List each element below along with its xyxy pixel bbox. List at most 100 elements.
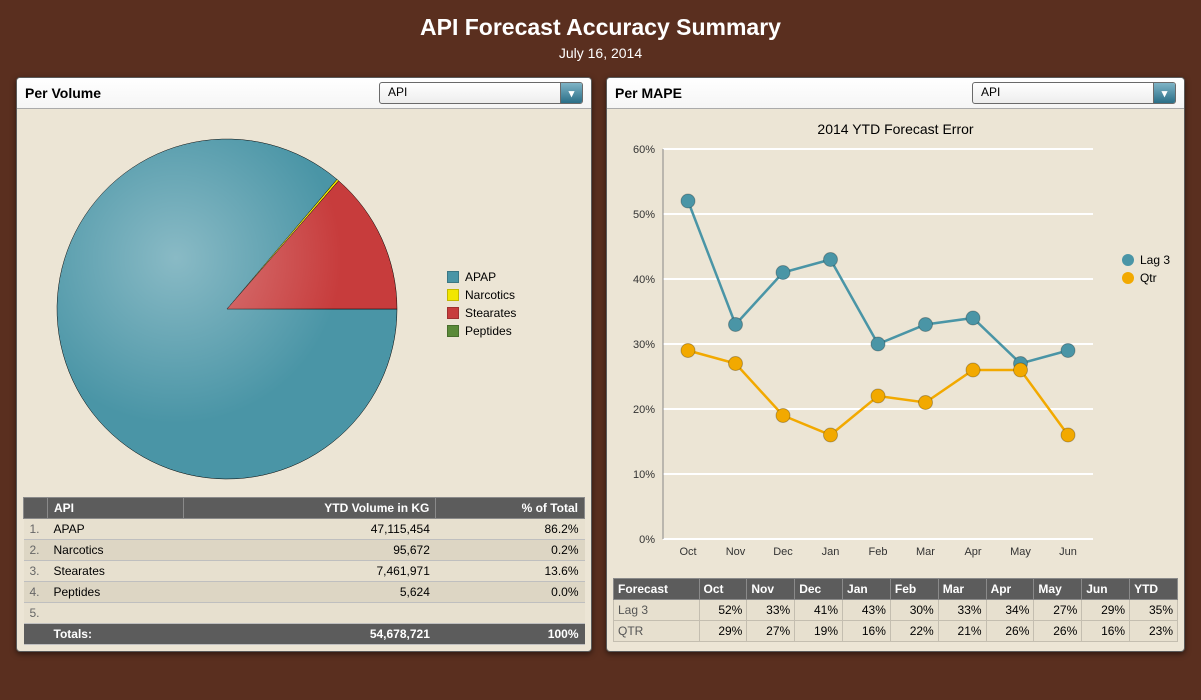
- dropdown-volume-value: API: [380, 83, 560, 103]
- legend-label: Narcotics: [465, 288, 515, 302]
- panel-title-volume: Per Volume: [25, 85, 101, 101]
- legend-swatch: [447, 289, 459, 301]
- line-marker: [824, 253, 838, 267]
- x-tick-label: Jan: [822, 546, 840, 558]
- table-header: API: [48, 498, 184, 519]
- legend-label: APAP: [465, 270, 496, 284]
- line-marker: [966, 363, 980, 377]
- chevron-down-icon: [1153, 83, 1175, 103]
- x-tick-label: Feb: [869, 546, 888, 558]
- panel-title-mape: Per MAPE: [615, 85, 682, 101]
- legend-item: Qtr: [1122, 271, 1170, 285]
- line-marker: [1061, 344, 1075, 358]
- legend-swatch: [447, 307, 459, 319]
- pie-legend: APAP Narcotics Stearates Peptides: [447, 266, 516, 342]
- pie-wrap: APAP Narcotics Stearates Peptides: [17, 109, 591, 493]
- legend-swatch: [447, 325, 459, 337]
- line-marker: [966, 311, 980, 325]
- table-row: QTR29%27%19%16%22%21%26%26%16%23%: [614, 621, 1178, 642]
- x-tick-label: Apr: [964, 546, 981, 558]
- x-tick-label: Oct: [679, 546, 696, 558]
- legend-label: Lag 3: [1140, 253, 1170, 267]
- line-marker: [1014, 363, 1028, 377]
- line-marker: [729, 318, 743, 332]
- panel-per-volume: Per Volume API APAP Narcotics Stearates Pep…: [16, 77, 592, 652]
- legend-item: Lag 3: [1122, 253, 1170, 267]
- table-header: Dec: [795, 579, 843, 600]
- y-tick-label: 0%: [639, 534, 655, 546]
- x-tick-label: May: [1010, 546, 1031, 558]
- x-tick-label: Nov: [726, 546, 746, 558]
- panel-row: Per Volume API APAP Narcotics Stearates Pep…: [0, 67, 1201, 662]
- table-header: Mar: [938, 579, 986, 600]
- y-tick-label: 50%: [633, 209, 655, 221]
- table-header: Nov: [747, 579, 795, 600]
- y-tick-label: 20%: [633, 404, 655, 416]
- panel-header-volume: Per Volume API: [17, 78, 591, 109]
- line-chart: 0% 10% 20% 30% 40% 50% 60% Oct Nov Dec Jan Feb Mar Ap…: [613, 139, 1173, 569]
- line-legend: Lag 3 Qtr: [1122, 249, 1170, 289]
- line-wrap: 2014 YTD Forecast Error 0% 10% 20% 30% 40% 50…: [607, 109, 1184, 574]
- table-header: YTD: [1130, 579, 1178, 600]
- dropdown-mape[interactable]: API: [972, 82, 1176, 104]
- legend-item: Stearates: [447, 306, 516, 320]
- table-header: May: [1034, 579, 1082, 600]
- legend-label: Qtr: [1140, 271, 1157, 285]
- legend-label: Peptides: [465, 324, 512, 338]
- legend-swatch: [447, 271, 459, 283]
- table-totals-row: Totals:54,678,721100%: [24, 624, 585, 645]
- pie-chart: [27, 119, 427, 489]
- line-marker: [776, 266, 790, 280]
- table-header: Apr: [986, 579, 1034, 600]
- line-marker: [871, 389, 885, 403]
- table-header: Jun: [1082, 579, 1130, 600]
- x-tick-label: Mar: [916, 546, 935, 558]
- x-tick-label: Dec: [773, 546, 793, 558]
- y-tick-label: 30%: [633, 339, 655, 351]
- legend-item: Narcotics: [447, 288, 516, 302]
- legend-item: Peptides: [447, 324, 516, 338]
- line-marker: [919, 396, 933, 410]
- dropdown-volume[interactable]: API: [379, 82, 583, 104]
- table-row: 5.: [24, 603, 585, 624]
- page-date: July 16, 2014: [0, 45, 1201, 61]
- table-row: 4.Peptides5,6240.0%: [24, 582, 585, 603]
- panel-header-mape: Per MAPE API: [607, 78, 1184, 109]
- line-marker: [824, 428, 838, 442]
- y-tick-label: 60%: [633, 144, 655, 156]
- table-row: 1.APAP47,115,45486.2%: [24, 519, 585, 540]
- panel-body-volume: APAP Narcotics Stearates Peptides APIYTD Vo…: [17, 109, 591, 645]
- panel-per-mape: Per MAPE API 2014 YTD Forecast Error 0% 1…: [606, 77, 1185, 652]
- line-marker: [729, 357, 743, 371]
- y-tick-label: 40%: [633, 274, 655, 286]
- page-title: API Forecast Accuracy Summary: [0, 14, 1201, 41]
- table-row: Lag 352%33%41%43%30%33%34%27%29%35%: [614, 600, 1178, 621]
- table-row: 3.Stearates7,461,97113.6%: [24, 561, 585, 582]
- line-marker: [871, 337, 885, 351]
- table-header: Jan: [843, 579, 891, 600]
- table-header: Feb: [890, 579, 938, 600]
- legend-dot: [1122, 272, 1134, 284]
- table-row: 2.Narcotics95,6720.2%: [24, 540, 585, 561]
- line-marker: [919, 318, 933, 332]
- table-header: Oct: [699, 579, 747, 600]
- line-marker: [681, 344, 695, 358]
- line-marker: [1061, 428, 1075, 442]
- forecast-table: ForecastOctNovDecJanFebMarAprMayJunYTDLa…: [613, 578, 1178, 642]
- line-marker: [776, 409, 790, 423]
- dropdown-mape-value: API: [973, 83, 1153, 103]
- legend-label: Stearates: [465, 306, 516, 320]
- legend-item: APAP: [447, 270, 516, 284]
- line-marker: [681, 194, 695, 208]
- table-header: YTD Volume in KG: [183, 498, 436, 519]
- page-header: API Forecast Accuracy Summary July 16, 2…: [0, 0, 1201, 67]
- legend-dot: [1122, 254, 1134, 266]
- table-header: Forecast: [614, 579, 700, 600]
- panel-body-mape: 2014 YTD Forecast Error 0% 10% 20% 30% 40% 50…: [607, 109, 1184, 642]
- volume-table: APIYTD Volume in KG% of Total1.APAP47,11…: [23, 497, 585, 645]
- x-tick-label: Jun: [1059, 546, 1077, 558]
- y-tick-label: 10%: [633, 469, 655, 481]
- chevron-down-icon: [560, 83, 582, 103]
- table-header: % of Total: [436, 498, 585, 519]
- line-chart-title: 2014 YTD Forecast Error: [613, 115, 1178, 139]
